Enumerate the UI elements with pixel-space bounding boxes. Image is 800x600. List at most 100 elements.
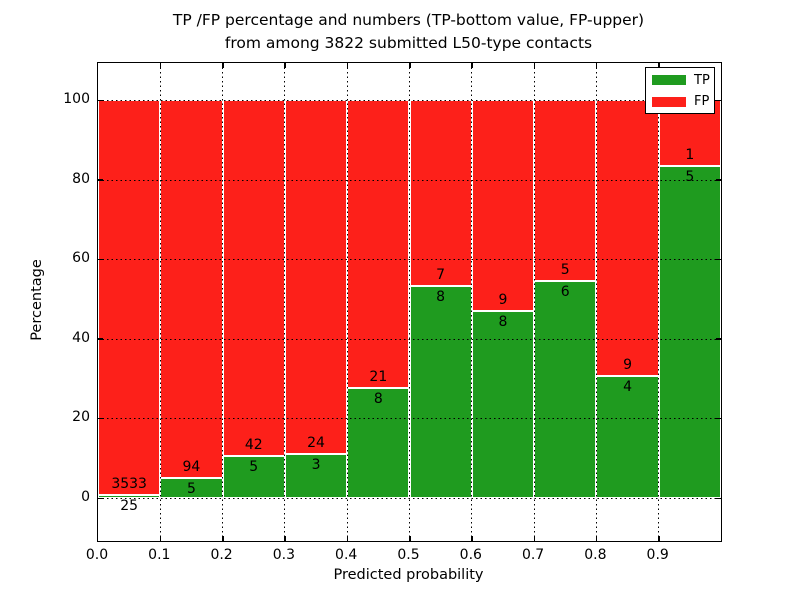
x-tick-label: 0.2 xyxy=(210,547,233,563)
legend-label-tp: TP xyxy=(694,72,710,88)
bar-segment-tp xyxy=(471,310,535,498)
gridline-horizontal xyxy=(98,418,721,420)
fp-count-label: 94 xyxy=(182,458,201,475)
x-tick-label: 0.1 xyxy=(148,547,171,563)
x-tick-mark xyxy=(533,536,536,541)
y-tick-mark xyxy=(98,99,103,101)
chart-title-line1: TP /FP percentage and numbers (TP-bottom… xyxy=(172,11,645,29)
x-tick-mark xyxy=(658,536,660,541)
x-tick-mark xyxy=(346,536,349,541)
x-tick-mark xyxy=(471,536,473,541)
tp-count-label: 8 xyxy=(436,288,446,305)
gridline-vertical xyxy=(533,63,535,541)
x-tick-mark xyxy=(471,63,473,68)
fp-count-label: 3533 xyxy=(111,476,147,493)
gridline-vertical xyxy=(658,63,660,541)
gridline-horizontal xyxy=(98,100,721,101)
gridline-vertical xyxy=(284,63,286,541)
bar-segment-tp xyxy=(534,280,597,498)
tp-count-label: 5 xyxy=(685,169,695,186)
bar-segment-tp xyxy=(347,388,410,498)
x-tick-mark xyxy=(222,536,224,541)
bar-segment-tp xyxy=(160,477,223,498)
bar-segment-fp xyxy=(596,100,659,376)
bar-segment-tp xyxy=(284,453,348,498)
tp-count-label: 4 xyxy=(623,378,633,395)
gridline-vertical xyxy=(222,63,224,541)
chart-title-line2: from among 3822 submitted L50-type conta… xyxy=(224,34,593,52)
y-tick-mark xyxy=(716,338,721,340)
bar-segment-tp xyxy=(222,455,285,498)
y-tick-mark xyxy=(716,497,721,499)
gridline-vertical xyxy=(346,63,348,541)
y-tick-label: 80 xyxy=(72,170,90,187)
legend-label-fp: FP xyxy=(694,94,710,109)
bar-segment-fp xyxy=(534,100,597,281)
gridline-horizontal xyxy=(98,338,721,340)
y-tick-mark xyxy=(98,497,103,499)
fp-count-label: 1 xyxy=(685,147,695,164)
x-tick-label: 0.9 xyxy=(646,547,669,563)
gridline-vertical xyxy=(595,63,597,541)
gridline-horizontal xyxy=(98,498,721,499)
gridline-vertical xyxy=(159,63,161,541)
y-tick-label: 40 xyxy=(72,329,90,346)
x-tick-mark xyxy=(595,536,598,541)
bar-segment-fp xyxy=(347,100,410,389)
tp-swatch-icon xyxy=(652,75,686,85)
x-tick-label: 0.7 xyxy=(521,547,545,563)
x-tick-mark xyxy=(595,63,598,68)
tp-count-label: 6 xyxy=(560,283,570,300)
tp-count-label: 3 xyxy=(311,456,321,473)
x-tick-mark xyxy=(533,63,536,68)
bar-segment-fp xyxy=(284,100,348,454)
y-tick-mark xyxy=(716,258,721,261)
y-tick-label: 60 xyxy=(72,250,90,267)
x-tick-mark xyxy=(284,536,286,541)
x-tick-label: 0.0 xyxy=(85,547,109,563)
bar-segment-tp xyxy=(409,285,472,498)
x-tick-mark xyxy=(159,536,162,541)
x-tick-mark xyxy=(658,63,660,68)
bar-segment-tp xyxy=(658,166,721,498)
gridline-horizontal xyxy=(98,179,721,181)
bar-segment-fp xyxy=(471,100,535,311)
fp-count-label: 7 xyxy=(436,266,446,283)
y-tick-label: 20 xyxy=(72,409,90,426)
fp-swatch-icon xyxy=(652,96,686,107)
bar-segment-fp xyxy=(98,100,161,496)
y-tick-label: 0 xyxy=(81,489,90,505)
legend-box: TP FP xyxy=(645,67,715,114)
fp-count-label: 24 xyxy=(307,434,325,451)
y-tick-label: 100 xyxy=(63,91,90,107)
fp-count-label: 42 xyxy=(244,436,263,453)
x-tick-mark xyxy=(346,63,349,68)
tp-count-label: 25 xyxy=(120,498,139,515)
y-tick-mark xyxy=(98,179,103,181)
y-tick-mark xyxy=(716,417,721,420)
plot-area: 3533 25 94 5 42 5 24 3 21 8 7 8 9 8 5 6 9 4 1 5 xyxy=(97,62,722,542)
bar-segment-tp xyxy=(596,375,659,498)
gridline-vertical xyxy=(471,63,473,541)
x-tick-label: 0.4 xyxy=(335,547,358,563)
fp-count-label: 5 xyxy=(560,261,570,278)
x-tick-mark xyxy=(284,63,286,68)
fp-count-label: 9 xyxy=(498,291,508,308)
gridline-horizontal xyxy=(98,259,721,261)
x-tick-label: 0.6 xyxy=(459,547,482,563)
legend-item-fp: FP xyxy=(652,92,714,111)
y-tick-mark xyxy=(98,338,103,340)
bar-segment-fp xyxy=(409,100,472,286)
y-tick-mark xyxy=(98,258,103,261)
legend-item-tp: TP xyxy=(652,71,714,90)
y-tick-mark xyxy=(98,417,103,420)
chart-title: TP /FP percentage and numbers (TP-bottom… xyxy=(97,9,720,55)
tp-count-label: 8 xyxy=(498,313,508,330)
bar-segment-fp xyxy=(222,100,285,456)
x-tick-mark xyxy=(409,63,411,68)
x-tick-label: 0.3 xyxy=(272,547,296,563)
bar-segment-tp xyxy=(98,495,161,498)
fp-count-label: 9 xyxy=(623,356,633,373)
y-tick-mark xyxy=(716,179,721,181)
